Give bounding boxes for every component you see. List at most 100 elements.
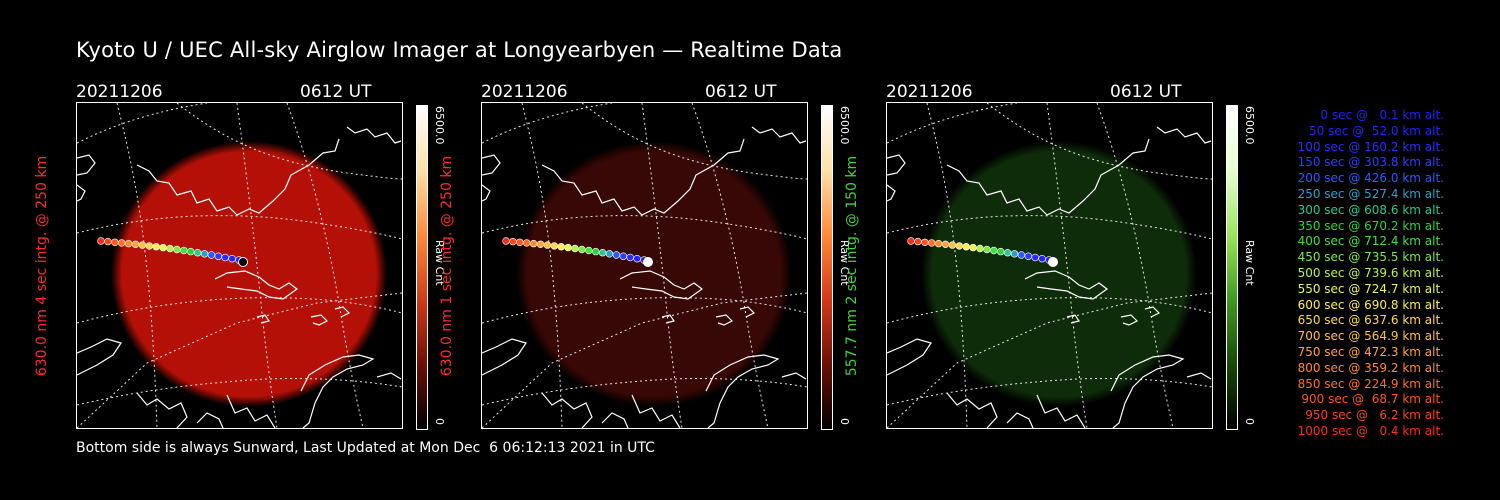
trajectory-point	[976, 244, 984, 253]
trajectory-point	[193, 249, 202, 257]
trajectory-point	[907, 237, 915, 245]
trajectory-point	[1010, 250, 1019, 258]
panel-channel-label: 630.0 nm 1 sec intg. @ 250 km	[439, 155, 455, 377]
trajectory-point	[578, 245, 586, 254]
trajectory-point	[131, 240, 140, 249]
trajectory-point	[633, 255, 641, 263]
trajectory-point	[934, 239, 943, 248]
imager-panel: 20211206 0612 UT 630.0 nm 4 sec intg. @ …	[34, 80, 476, 432]
lat-lon-grid	[887, 103, 1212, 428]
trajectory-point	[180, 246, 188, 255]
trajectory-legend: 0 sec @ 0.1 km alt. 50 sec @ 52.0 km alt.…	[1262, 108, 1444, 440]
trajectory-point	[214, 252, 223, 260]
panel-time: 0612 UT	[705, 82, 777, 102]
legend-item: 750 sec @ 472.3 km alt.	[1297, 344, 1444, 359]
trajectory-point	[598, 249, 607, 257]
legend-item: 250 sec @ 527.4 km alt.	[1297, 186, 1444, 201]
trajectory-point	[522, 239, 531, 247]
trajectory-point	[502, 237, 510, 245]
trajectory-point	[955, 242, 964, 250]
panel-date: 20211206	[886, 82, 973, 102]
trajectory-point	[564, 243, 572, 252]
map-canvas	[77, 103, 402, 428]
trajectory-point	[200, 250, 209, 258]
legend-item: 700 sec @ 564.9 km alt.	[1297, 329, 1444, 344]
trajectory-track	[907, 237, 1058, 267]
trajectory-point	[152, 243, 160, 251]
trajectory-point	[941, 240, 950, 249]
coastline-map	[482, 126, 807, 428]
footer-note: Bottom side is always Sunward, Last Upda…	[76, 440, 655, 456]
legend-item: 350 sec @ 670.2 km alt.	[1297, 218, 1444, 233]
colorbar-unit-label: Raw Cnt	[1243, 240, 1256, 286]
trajectory-track	[502, 237, 653, 267]
airglow-image-disk	[111, 141, 387, 407]
panel-date: 20211206	[76, 82, 163, 102]
allsky-image	[481, 102, 808, 429]
trajectory-point	[550, 242, 559, 250]
colorbar-min-label: 0	[1243, 418, 1256, 425]
trajectory-point	[145, 242, 154, 250]
trajectory-point	[557, 243, 565, 251]
legend-item: 650 sec @ 637.6 km alt.	[1297, 313, 1444, 328]
trajectory-point	[962, 243, 970, 251]
colorbar	[821, 105, 833, 430]
trajectory-point	[619, 252, 628, 260]
trajectory-point	[1003, 249, 1012, 257]
legend-item: 50 sec @ 52.0 km alt.	[1309, 123, 1444, 138]
trajectory-point	[529, 239, 538, 248]
trajectory-point	[104, 237, 112, 246]
trajectory-end-marker	[1048, 257, 1058, 267]
trajectory-point	[585, 246, 593, 255]
panel-date: 20211206	[481, 82, 568, 102]
trajectory-point	[921, 238, 929, 247]
page-title: Kyoto U / UEC All-sky Airglow Imager at …	[76, 38, 843, 62]
trajectory-point	[948, 241, 957, 249]
trajectory-point	[571, 244, 579, 253]
legend-item: 200 sec @ 426.0 km alt.	[1297, 171, 1444, 186]
legend-item: 450 sec @ 735.5 km alt.	[1297, 250, 1444, 265]
airglow-image-disk	[516, 141, 792, 407]
trajectory-point	[990, 246, 998, 255]
imager-panel: 20211206 0612 UT 557.7 nm 2 sec intg. @ …	[844, 80, 1286, 432]
colorbar-max-label: 6500.0	[1243, 106, 1256, 145]
colorbar	[1226, 105, 1238, 430]
trajectory-point	[1017, 251, 1026, 259]
trajectory-point	[173, 245, 181, 254]
legend-item: 600 sec @ 690.8 km alt.	[1297, 297, 1444, 312]
panel-channel-label: 557.7 nm 2 sec intg. @ 150 km	[844, 155, 860, 377]
allsky-image	[886, 102, 1213, 429]
panel-time: 0612 UT	[1110, 82, 1182, 102]
trajectory-point	[159, 243, 167, 252]
trajectory-point	[626, 253, 634, 262]
legend-item: 850 sec @ 224.9 km alt.	[1297, 376, 1444, 391]
trajectory-point	[605, 250, 614, 258]
lat-lon-grid	[77, 103, 402, 428]
trajectory-point	[221, 253, 229, 262]
trajectory-point	[509, 237, 517, 246]
trajectory-point	[207, 251, 216, 259]
trajectory-point	[516, 238, 524, 247]
trajectory-point	[543, 241, 552, 249]
trajectory-point	[536, 240, 545, 249]
allsky-image	[76, 102, 403, 429]
trajectory-point	[1031, 253, 1039, 262]
trajectory-point	[1024, 252, 1033, 260]
trajectory-end-marker	[238, 257, 248, 267]
legend-item: 100 sec @ 160.2 km alt.	[1297, 139, 1444, 154]
trajectory-point	[983, 245, 991, 254]
legend-item: 500 sec @ 739.6 km alt.	[1297, 265, 1444, 280]
legend-item: 550 sec @ 724.7 km alt.	[1297, 281, 1444, 296]
trajectory-point	[111, 238, 119, 247]
trajectory-point	[124, 239, 133, 248]
trajectory-point	[612, 251, 621, 259]
trajectory-point	[996, 247, 1005, 256]
trajectory-point	[969, 243, 977, 252]
trajectory-track	[97, 237, 248, 267]
imager-panel: 20211206 0612 UT 630.0 nm 1 sec intg. @ …	[439, 80, 881, 432]
trajectory-point	[1038, 255, 1046, 263]
legend-item: 0 sec @ 0.1 km alt.	[1320, 108, 1445, 122]
legend-item: 300 sec @ 608.6 km alt.	[1297, 202, 1444, 217]
legend-item: 800 sec @ 359.2 km alt.	[1297, 360, 1444, 375]
panel-time: 0612 UT	[300, 82, 372, 102]
